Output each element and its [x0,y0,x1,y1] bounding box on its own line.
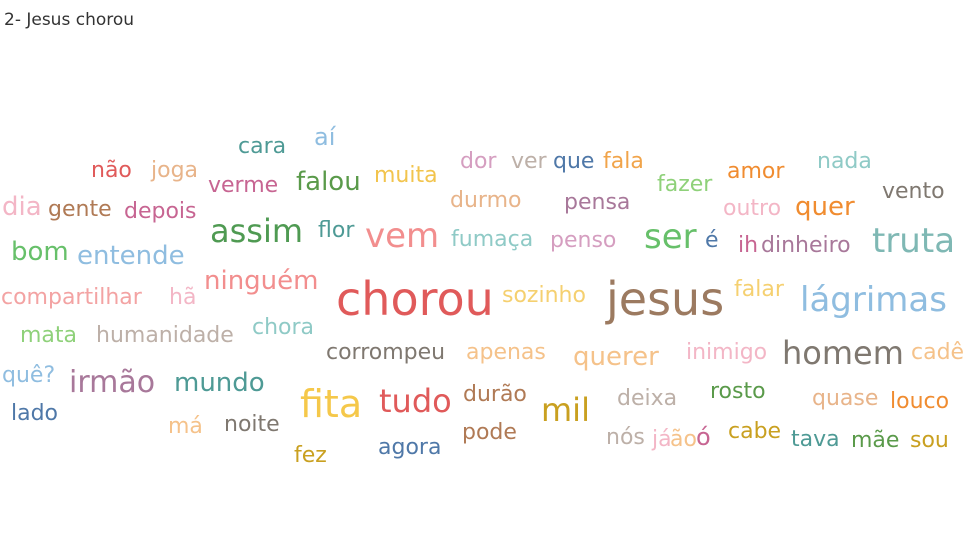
word-hã-label: hã [169,285,197,310]
word-inimigo-label: inimigo [686,340,768,365]
word-dor-label: dor [460,149,497,174]
word-entende-label: entende [77,241,185,271]
word-durmo-label: durmo [450,188,522,213]
word-noite-label: noite [224,412,280,437]
word-pode-label: pode [462,420,517,445]
word-mata-label: mata [20,323,78,348]
word-ão-label: ão [670,427,697,452]
chart-title: 2- Jesus chorou [4,10,135,30]
word-verme-label: verme [208,173,279,198]
word-dia-label: dia [2,192,42,222]
word-mundo-label: mundo [174,368,265,398]
word-nós-label: nós [606,425,645,450]
word-fumaça-label: fumaça [451,227,534,252]
word-ih-label: ih [738,233,759,258]
word-é-label: é [705,228,719,253]
word-sozinho-label: sozinho [502,283,586,308]
word-fala-label: fala [603,149,644,174]
word-outro-label: outro [723,196,782,221]
word-flor-label: flor [318,218,355,243]
word-quer-label: quer [795,192,855,222]
word-sou-label: sou [910,428,949,453]
word-fazer-label: fazer [657,172,713,197]
word-jesus-label: jesus [606,272,725,326]
word-vem-label: vem [365,216,440,256]
word-não-label: não [91,158,132,183]
word-mil-label: mil [541,391,590,429]
word-cabe-label: cabe [728,419,782,444]
word-lágrimas-label: lágrimas [800,280,947,320]
word-compartilhar-label: compartilhar [1,285,142,310]
word-louco-label: louco [890,389,950,414]
word-nada-label: nada [817,149,872,174]
word-durão-label: durão [463,382,527,407]
word-já-label: já [652,427,672,452]
word-lado-label: lado [11,401,59,426]
word-rosto-label: rosto [710,379,766,404]
word-vento-label: vento [882,179,945,204]
word-humanidade-label: humanidade [96,323,234,348]
word-que-label: que [553,149,595,174]
word-pensa-label: pensa [564,190,631,215]
word-tava-label: tava [791,427,840,452]
word-apenas-label: apenas [466,340,546,365]
word-falar-label: falar [734,277,784,302]
word-deixa-label: deixa [617,386,678,411]
word-muita-label: muita [374,163,438,188]
word-aí-label: aí [314,123,336,151]
word-agora-label: agora [378,435,442,460]
word-quase-label: quase [812,386,879,411]
word-querer-label: querer [573,342,659,372]
word-ver-label: ver [511,149,547,174]
word-falou-label: falou [296,167,361,197]
word-truta-label: truta [872,221,956,261]
word-quê-label: quê? [2,363,56,388]
word-fez-label: fez [294,443,327,468]
word-penso-label: penso [550,228,617,253]
word-fita-label: fita [300,382,363,426]
word-chora-label: chora [252,315,315,340]
word-bom-label: bom [11,237,69,267]
word-corrompeu-label: corrompeu [326,340,446,365]
word-assim-label: assim [210,212,304,250]
word-depois-label: depois [124,199,197,224]
word-má-label: má [168,414,203,439]
word-ninguém-label: ninguém [204,266,319,296]
word-tudo-label: tudo [379,382,452,420]
word-ó-label: ó [696,423,711,451]
word-ser-label: ser [644,217,697,257]
word-dinheiro-label: dinheiro [761,233,851,258]
word-irmão-label: irmão [69,365,156,400]
word-cara-label: cara [238,134,287,159]
word-cadê-label: cadê [911,340,965,365]
word-gente-label: gente [48,197,112,222]
word-mãe-label: mãe [851,428,900,453]
word-homem-label: homem [782,334,904,372]
word-amor-label: amor [727,159,785,184]
word-joga-label: joga [151,158,199,183]
word-chorou-label: chorou [336,272,494,326]
